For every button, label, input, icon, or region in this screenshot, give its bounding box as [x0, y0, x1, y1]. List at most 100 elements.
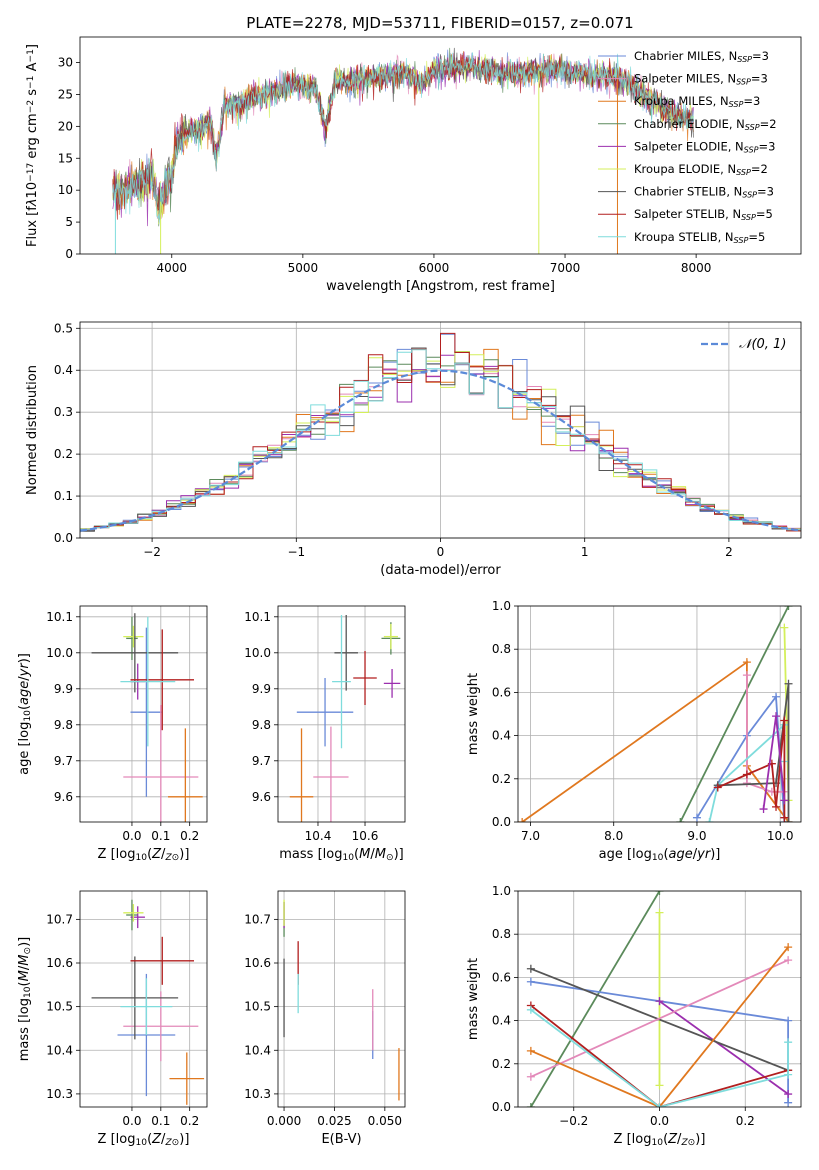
legend-label-part: Chabrier STELIB, N	[634, 185, 742, 199]
panel-mass_age: 10.4 10.6 9.6 9.7 9.8 9.9 10.0 10.1 mass [log10(…	[244, 605, 406, 863]
x-tick-label: 0.0	[122, 1114, 141, 1128]
y-axis-label-part: −1	[26, 49, 36, 62]
weight-marker	[772, 802, 781, 811]
x-axis-label-part: (	[147, 847, 152, 862]
x-axis-label: mass [log10(M/M⊙)]	[279, 847, 403, 863]
y-tick-label: 0.5	[54, 321, 73, 335]
x-tick-label: 8.0	[604, 829, 623, 843]
axes-frame	[277, 605, 406, 823]
weight-marker	[784, 679, 793, 688]
y-tick-label: 10	[58, 183, 73, 197]
x-axis-label-part: (	[354, 847, 359, 862]
legend-label-part: SSP	[745, 123, 760, 132]
legend-label-part: =2	[751, 162, 768, 176]
legend-label-part: SSP	[737, 55, 752, 64]
x-tick-label: 7000	[550, 261, 581, 275]
x-axis-label: Z [log10(Z/Z⊙)]	[614, 1132, 706, 1148]
legend-label-part: Kroupa STELIB, N	[634, 230, 734, 244]
weight-marker	[772, 712, 781, 721]
weight-marker	[784, 818, 793, 822]
y-axis-label-part: /	[17, 965, 32, 970]
legend-label: Salpeter STELIB, NSSP=5	[634, 207, 773, 222]
axes-frame	[517, 890, 802, 1108]
legend-label-part: SSP	[734, 236, 749, 245]
y-axis-label: mass weight	[466, 673, 481, 755]
y-axis-label: mass weight	[466, 958, 481, 1040]
legend-label-part: SSP	[736, 168, 751, 177]
y-axis-label-part: erg cm	[25, 113, 40, 162]
y-axis-label-part: age [log	[17, 722, 32, 775]
figure-title: PLATE=2278, MJD=53711, FIBERID=0157, z=0…	[246, 14, 633, 32]
legend-label-part: Kroupa MILES, N	[634, 94, 729, 108]
y-tick-label: 9.6	[54, 790, 73, 804]
y-tick-label: 0.3	[54, 405, 73, 419]
weight-marker	[526, 1103, 535, 1107]
legend-label: Chabrier MILES, NSSP=3	[634, 49, 769, 64]
x-axis-label-part: /	[677, 1132, 682, 1147]
x-tick-label: 5000	[288, 261, 319, 275]
x-axis-label-part: Z	[680, 1138, 688, 1148]
weight-marker	[526, 1046, 535, 1055]
x-axis-label-part: age [log	[599, 847, 652, 862]
x-axis-label-part: ⊙	[172, 1138, 180, 1148]
x-tick-label: 0.2	[180, 1114, 199, 1128]
x-axis-label: Z [log10(Z/Z⊙)]	[98, 1132, 190, 1148]
y-tick-label: 10.4	[244, 1043, 271, 1057]
legend-label-part: Chabrier ELODIE, N	[634, 117, 745, 131]
x-axis-label-part: 10	[342, 853, 354, 863]
x-axis-label-part: 10	[651, 1138, 663, 1148]
weight-marker	[518, 818, 527, 822]
panel-z_weight: −0.2 0.0 0.20.00.20.40.60.81.0Z [log10(Z/Z…	[466, 884, 802, 1148]
y-tick-label: 5	[65, 215, 73, 229]
panel-spectrum: 4000 5000 6000 7000 8000 0 5 10 15 20 25 30 waveleng…	[25, 36, 802, 294]
y-tick-label: 9.8	[54, 718, 73, 732]
weight-marker	[772, 692, 781, 701]
y-tick-label: 0.4	[54, 363, 73, 377]
y-tick-label: 10.7	[46, 912, 73, 926]
x-axis-label-part: yr	[696, 847, 712, 862]
y-axis-label-part: ⊙	[23, 947, 33, 955]
legend-label-part: Salpeter STELIB, N	[634, 207, 741, 221]
x-axis-label-part: 10	[652, 853, 664, 863]
weight-line	[717, 720, 786, 818]
y-tick-label: 9.6	[252, 790, 271, 804]
x-axis-label-part: Z	[164, 1138, 172, 1148]
panel-age_weight: 7.0 8.0 9.0 10.0 0.0 0.2 0.4 0.6 0.8 1.0 age [log1…	[466, 599, 802, 863]
y-axis-label-part: mass [log	[17, 998, 32, 1061]
y-tick-label: 10.6	[244, 956, 271, 970]
weight-marker	[784, 956, 793, 965]
weight-marker	[780, 796, 789, 805]
panel-residuals: −2 −1 0 1 2 0.0 0.1 0.2 0.3 0.4 0.5 (data-model)/er…	[25, 321, 802, 578]
y-tick-label: 1.0	[492, 599, 511, 613]
axes-frame	[79, 605, 208, 823]
legend-label-part: =3	[752, 49, 769, 63]
y-axis-label-part: λ	[25, 198, 40, 207]
x-axis-label-part: mass [log	[279, 847, 342, 862]
x-tick-label: 10.0	[767, 829, 794, 843]
legend-label: Kroupa STELIB, NSSP=5	[634, 230, 765, 245]
y-tick-label: 0.2	[54, 447, 73, 461]
y-tick-label: 30	[58, 56, 73, 70]
y-axis-label-part: −17	[26, 163, 36, 182]
y-axis-label-part: s	[25, 89, 40, 100]
axes-frame	[79, 36, 802, 255]
weight-line	[530, 1009, 789, 1107]
y-tick-label: 10.4	[46, 1043, 73, 1057]
weight-line	[530, 946, 789, 1107]
y-tick-label: 9.7	[252, 754, 271, 768]
x-axis-label-part: /	[161, 847, 166, 862]
x-axis-label-part: )]	[179, 847, 189, 862]
legend-label-part: Chabrier MILES, N	[634, 49, 737, 63]
weight-line	[530, 967, 789, 1072]
weight-marker	[676, 818, 685, 822]
y-axis-label-part: −1	[26, 76, 36, 89]
x-tick-label: 9.0	[687, 829, 706, 843]
plot-area	[91, 613, 203, 822]
y-tick-label: 0.4	[492, 1014, 511, 1028]
legend-label: Kroupa MILES, NSSP=3	[634, 94, 760, 109]
legend-label-part: Salpeter ELODIE, N	[634, 139, 744, 153]
legend-label-part: Kroupa ELODIE, N	[634, 162, 736, 176]
legend-label: Chabrier ELODIE, NSSP=2	[634, 117, 777, 132]
y-tick-label: 10.1	[244, 610, 271, 624]
x-axis-label-part: 10	[135, 1138, 147, 1148]
